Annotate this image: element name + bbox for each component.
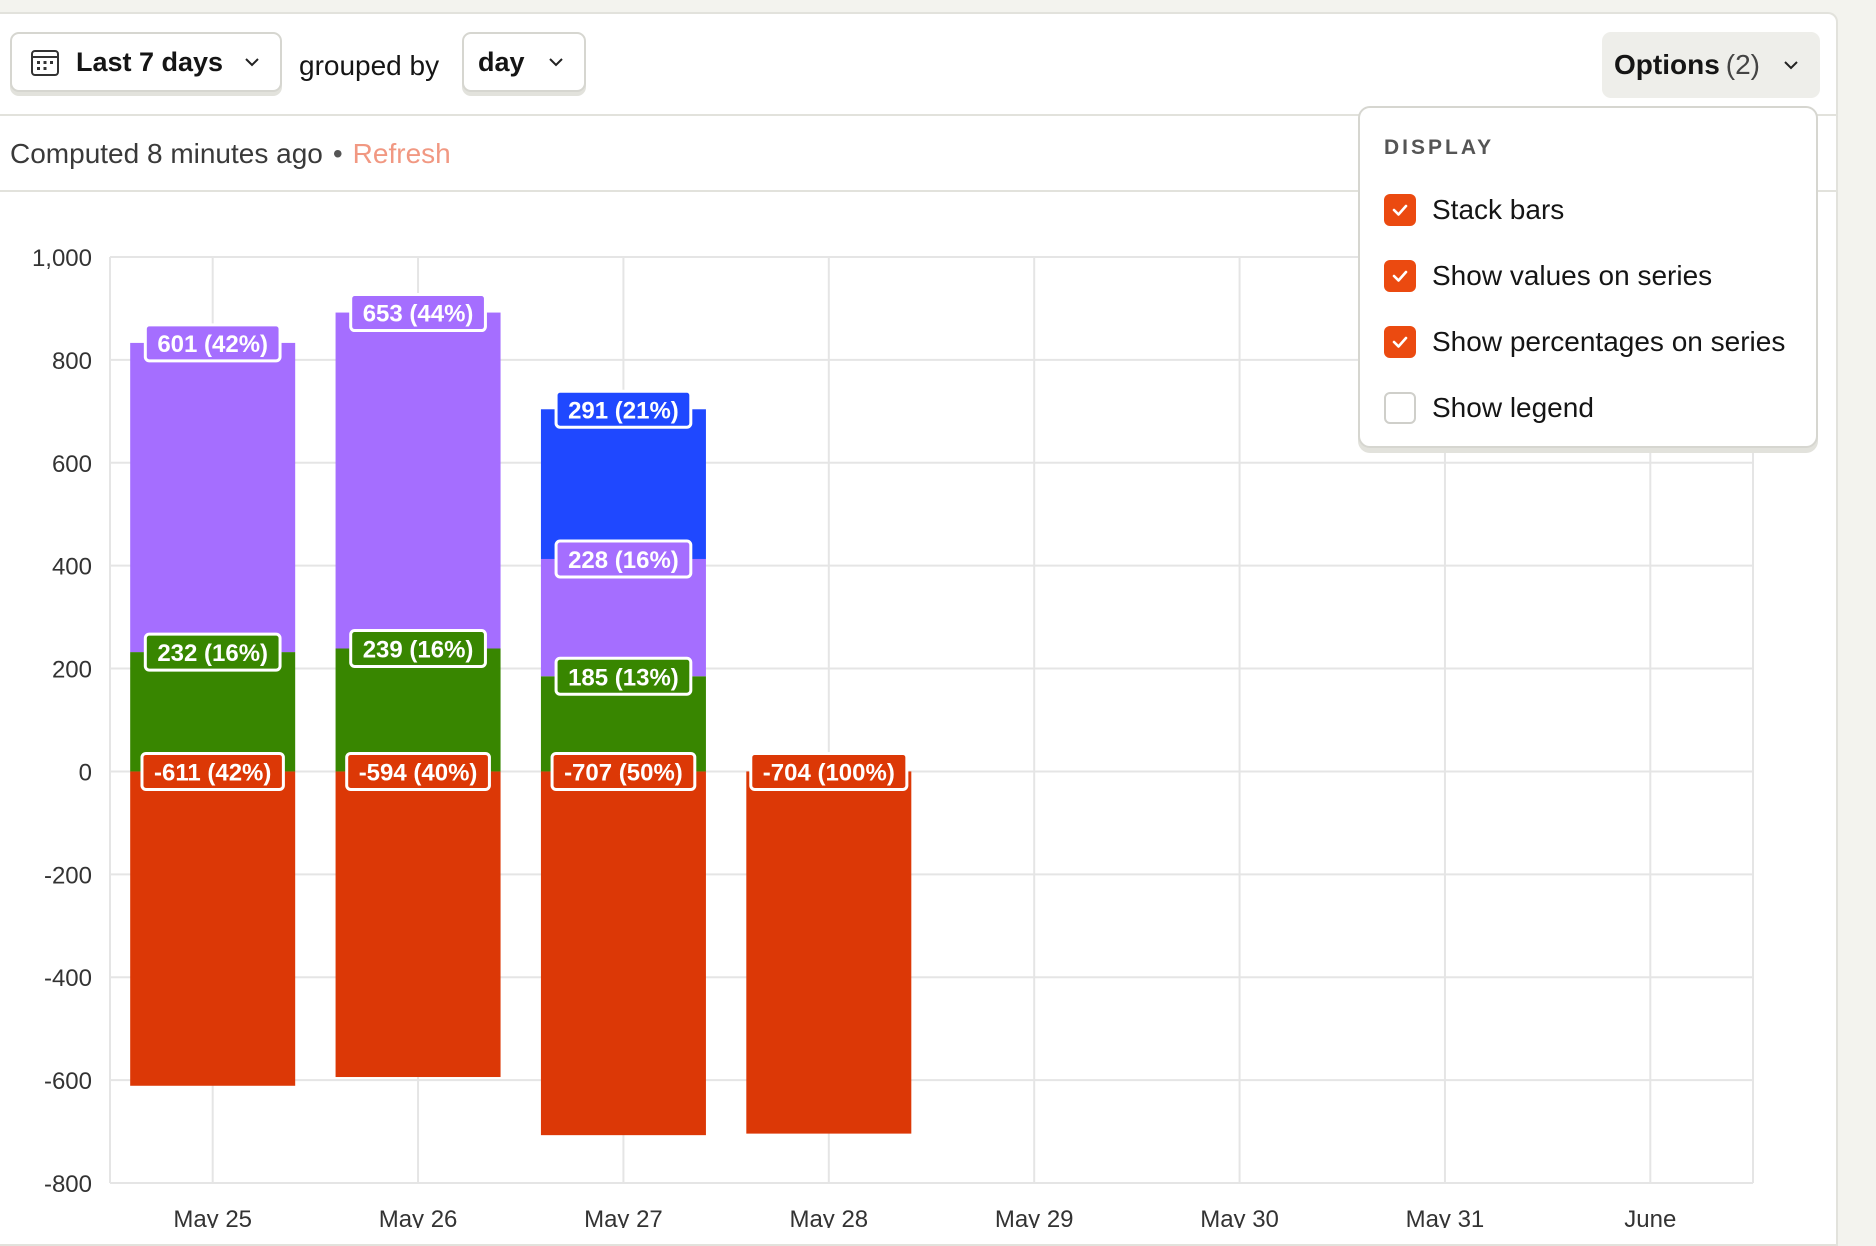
data-label-box	[554, 656, 693, 696]
stack-bars-checkbox[interactable]	[1384, 194, 1416, 226]
show-values-checkbox[interactable]	[1384, 260, 1416, 292]
data-label-box	[554, 389, 693, 429]
status-divider	[0, 190, 1836, 192]
refresh-link[interactable]: Refresh	[352, 138, 451, 169]
status-separator: •	[332, 138, 343, 169]
check-icon	[1392, 336, 1408, 348]
option-stack-bars[interactable]: Stack bars	[1384, 194, 1564, 226]
x-tick-label: June	[1624, 1206, 1676, 1228]
data-label-box	[143, 632, 282, 672]
y-tick-label: -400	[44, 965, 92, 992]
chevron-down-icon	[1784, 61, 1798, 70]
bar-segment[interactable]	[540, 558, 706, 677]
calendar-icon	[31, 50, 59, 76]
y-tick-label: -200	[44, 862, 92, 889]
options-count: (2)	[1725, 49, 1760, 80]
data-label-text: -704 (100%)	[763, 759, 895, 786]
data-label: -707 (50%)	[550, 751, 697, 791]
data-label: -704 (100%)	[749, 751, 909, 791]
data-label-box	[749, 751, 909, 791]
data-label-text: 291 (21%)	[568, 397, 679, 424]
x-tick-label: May 30	[1200, 1206, 1279, 1228]
bar-segment[interactable]	[130, 652, 296, 772]
y-tick-label: 600	[52, 451, 92, 478]
y-tick-label: -600	[44, 1068, 92, 1095]
option-show-percentages[interactable]: Show percentages on series	[1384, 326, 1785, 358]
data-label: 653 (44%)	[349, 293, 487, 333]
y-tick-label: 0	[79, 759, 92, 786]
data-label-box	[554, 539, 693, 579]
data-label-box	[349, 293, 487, 333]
show-legend-label: Show legend	[1432, 392, 1594, 423]
show-percentages-label: Show percentages on series	[1432, 326, 1786, 357]
show-percentages-checkbox[interactable]	[1384, 326, 1416, 358]
data-label-box	[345, 751, 491, 791]
date-range-label: Last 7 days	[76, 46, 224, 77]
show-legend-checkbox[interactable]	[1384, 392, 1416, 424]
data-label-text: -707 (50%)	[564, 759, 683, 786]
y-tick-label: 1,000	[32, 245, 92, 272]
chevron-down-icon	[548, 58, 563, 67]
data-label-text: 653 (44%)	[363, 301, 474, 328]
data-label-text: -594 (40%)	[359, 759, 478, 786]
data-label: 232 (16%)	[143, 632, 282, 672]
x-tick-label: May 28	[789, 1206, 868, 1228]
insight-toolbar: Last 7 days grouped by day Options (2)	[0, 14, 1836, 114]
option-show-legend[interactable]: Show legend	[1384, 392, 1594, 424]
date-range-button[interactable]: Last 7 days	[10, 32, 282, 92]
data-label-box	[349, 628, 487, 668]
data-label-box	[143, 323, 282, 363]
data-label: -594 (40%)	[345, 751, 491, 791]
data-label-text: 239 (16%)	[363, 636, 474, 663]
bar-segment[interactable]	[130, 342, 296, 653]
check-icon	[1392, 270, 1408, 282]
x-tick-label: May 31	[1406, 1206, 1485, 1228]
interval-select[interactable]: day	[462, 32, 586, 92]
data-label-text: 601 (42%)	[157, 331, 268, 358]
data-label: 291 (21%)	[554, 389, 693, 429]
bar-segment[interactable]	[130, 771, 296, 1086]
x-tick-label: May 25	[173, 1206, 252, 1228]
bar-segment[interactable]	[335, 648, 501, 772]
bar-segment[interactable]	[540, 409, 706, 559]
bar-segment[interactable]	[335, 771, 501, 1078]
data-label-box	[550, 751, 697, 791]
data-label-box	[140, 751, 285, 791]
y-tick-label: 400	[52, 554, 92, 581]
data-label: 601 (42%)	[143, 323, 282, 363]
bar-segment[interactable]	[335, 312, 501, 649]
data-label: 239 (16%)	[349, 628, 487, 668]
data-label: -611 (42%)	[140, 751, 285, 791]
computed-status: Computed 8 minutes ago • Refresh	[10, 138, 451, 170]
data-label: 185 (13%)	[554, 656, 693, 696]
y-tick-label: 200	[52, 657, 92, 684]
data-label-text: 228 (16%)	[568, 547, 679, 574]
data-label-text: 185 (13%)	[568, 664, 679, 691]
x-tick-label: May 27	[584, 1206, 663, 1228]
stack-bars-label: Stack bars	[1432, 194, 1565, 225]
data-label-text: 232 (16%)	[157, 640, 268, 667]
grouped-by-label: grouped by	[299, 50, 440, 81]
data-label: 228 (16%)	[554, 539, 693, 579]
toolbar-divider	[0, 114, 1836, 116]
options-label: Options	[1614, 49, 1720, 80]
interval-label: day	[478, 46, 525, 77]
computed-text: Computed 8 minutes ago	[10, 138, 323, 169]
bar-segment[interactable]	[540, 771, 706, 1136]
options-button[interactable]: Options (2)	[1602, 32, 1820, 98]
chevron-down-icon	[245, 58, 259, 67]
option-show-values[interactable]: Show values on series	[1384, 260, 1712, 292]
x-tick-label: May 26	[379, 1206, 458, 1228]
x-tick-label: May 29	[995, 1206, 1074, 1228]
y-tick-label: 800	[52, 348, 92, 375]
display-options-popover: DISPLAY Stack bars Show values on series…	[1358, 106, 1818, 448]
show-values-label: Show values on series	[1432, 260, 1713, 291]
display-section-title: DISPLAY	[1384, 136, 1495, 159]
check-icon	[1392, 204, 1408, 216]
data-label-text: -611 (42%)	[154, 759, 271, 786]
y-tick-label: -800	[44, 1171, 92, 1198]
bar-segment[interactable]	[746, 771, 912, 1134]
